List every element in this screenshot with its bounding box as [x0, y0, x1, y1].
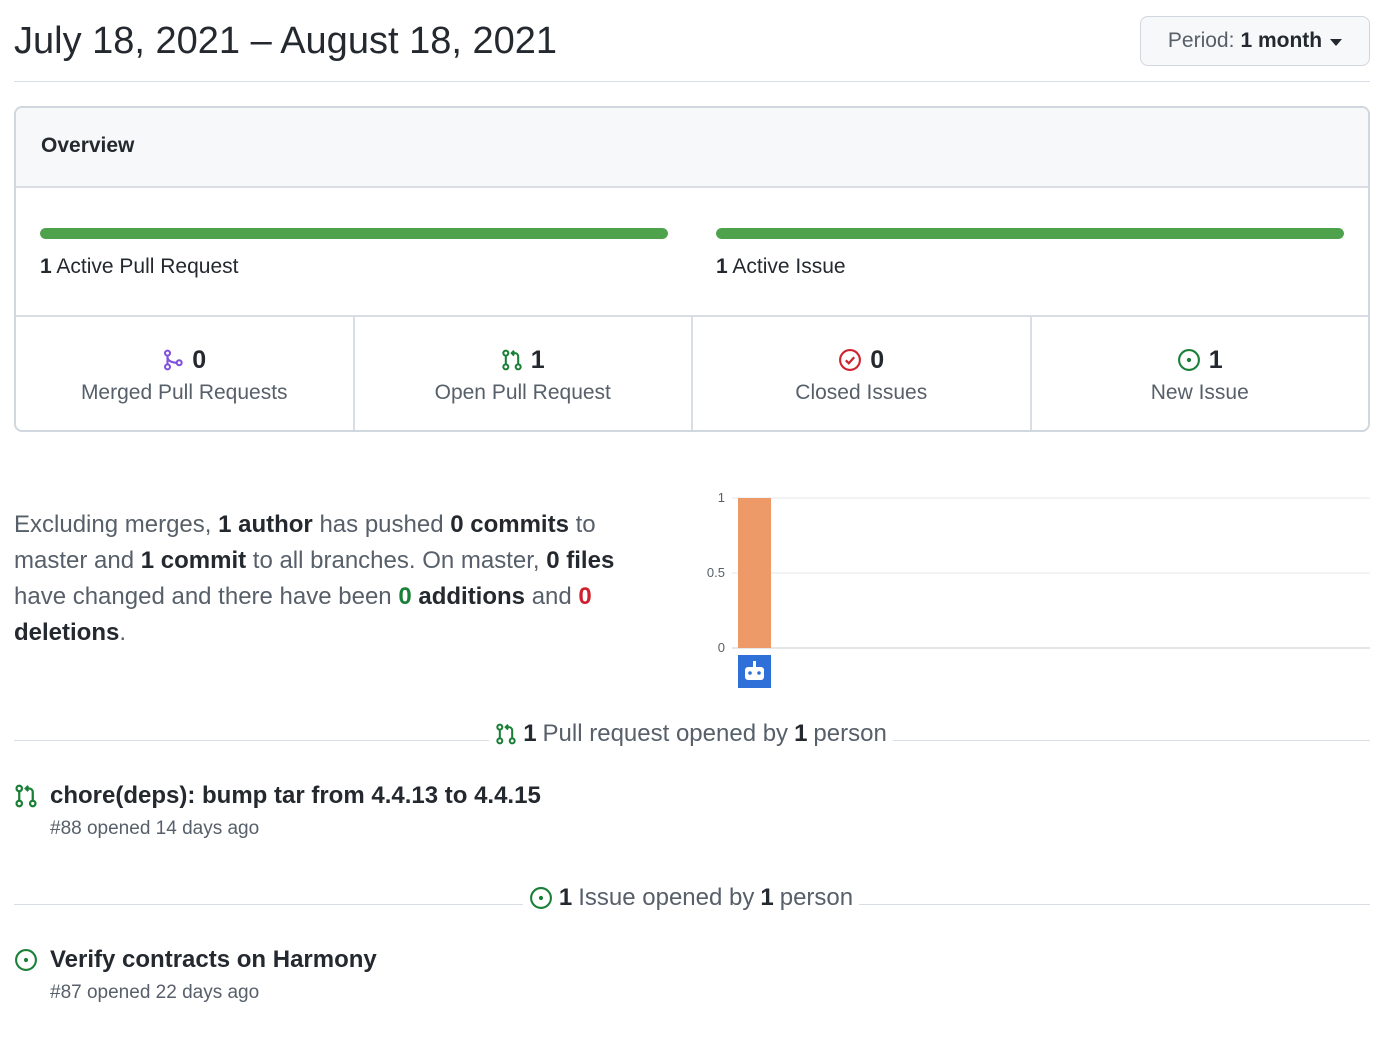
pr-heading-text: Pull request opened by — [542, 720, 789, 747]
pr-heading-people: 1 — [794, 720, 808, 747]
issue-heading-text: Issue opened by — [578, 884, 755, 911]
stat-closed-label: Closed Issues — [795, 381, 928, 404]
list-item: chore(deps): bump tar from 4.4.13 to 4.4… — [14, 782, 541, 840]
pr-heading-end: person — [813, 720, 887, 747]
active-pr-progress-fill — [40, 228, 668, 239]
summary-additions-word: additions — [411, 583, 526, 610]
summary-commits-all: 1 commit — [140, 547, 247, 574]
summary-files: 0 files — [546, 547, 615, 574]
issue-opened-icon — [1177, 349, 1200, 371]
stat-open-pr-label: Open Pull Request — [434, 381, 611, 404]
pr-item-meta: #88 opened 14 days ago — [50, 818, 260, 839]
active-issue-count: 1 — [716, 255, 728, 278]
summary-text-1: Excluding merges, — [14, 511, 219, 538]
summary-text-6: and — [525, 583, 579, 610]
issue-opened-icon — [15, 949, 37, 971]
commits-chart: 1 0.5 0 — [700, 487, 1370, 697]
merge-icon — [164, 349, 183, 371]
pr-heading-count: 1 — [523, 720, 537, 747]
stat-new-label: New Issue — [1150, 381, 1249, 404]
active-pr-count: 1 — [40, 255, 52, 278]
stat-merged-label: Merged Pull Requests — [80, 381, 288, 404]
active-issue-progress — [716, 228, 1344, 239]
pr-item-link[interactable]: chore(deps): bump tar from 4.4.13 to 4.4… — [14, 782, 541, 810]
page-header: July 18, 2021 – August 18, 2021 Period: … — [14, 0, 1370, 82]
bot-avatar-icon[interactable] — [738, 655, 771, 688]
summary-additions-count: 0 — [398, 583, 412, 610]
active-issue-block[interactable]: 1 Active Issue — [716, 228, 1344, 279]
summary-text-4: to all branches. On master, — [246, 547, 547, 574]
overview-title: Overview — [16, 108, 1368, 188]
pull-request-icon — [502, 349, 522, 371]
caret-down-icon — [1330, 38, 1343, 46]
issue-heading-people: 1 — [760, 884, 774, 911]
summary-deletions-word: deletions — [14, 619, 120, 646]
stat-new-issues[interactable]: 1 New Issue — [1032, 317, 1369, 430]
issue-heading-end: person — [779, 884, 854, 911]
chart-y-tick-label: 1 — [718, 490, 725, 505]
active-pr-label: 1 Active Pull Request — [40, 255, 668, 279]
issue-opened-icon — [529, 887, 552, 909]
issue-heading-count: 1 — [558, 884, 573, 911]
summary-deletions-count: 0 — [578, 583, 592, 610]
stat-merged-prs[interactable]: 0 Merged Pull Requests — [16, 317, 355, 430]
period-label: Period: — [1167, 29, 1235, 52]
pr-item-title: chore(deps): bump tar from 4.4.13 to 4.4… — [50, 782, 541, 809]
pull-request-icon — [496, 723, 516, 745]
stat-merged-count: 0 — [192, 345, 207, 374]
commit-summary: Excluding merges, 1 author has pushed 0 … — [14, 507, 664, 651]
issue-item-meta: #87 opened 22 days ago — [50, 982, 260, 1003]
date-range-title: July 18, 2021 – August 18, 2021 — [14, 20, 557, 62]
active-issue-text: Active Issue — [732, 255, 846, 278]
summary-text-7: . — [119, 619, 127, 646]
stat-closed-count: 0 — [870, 345, 885, 374]
overview-panel: Overview 1 Active Pull Request 1 Active … — [14, 106, 1370, 432]
overview-stats: 0 Merged Pull Requests 1 Open Pull Reque… — [16, 317, 1369, 430]
chart-y-tick-label: 0 — [718, 640, 725, 655]
overview-bars: 1 Active Pull Request 1 Active Issue — [16, 188, 1368, 317]
stat-open-pr-count: 1 — [530, 345, 545, 374]
chart-y-tick-label: 0.5 — [707, 565, 725, 580]
list-item: Verify contracts on Harmony #87 opened 2… — [14, 946, 377, 1004]
chart-bar[interactable] — [738, 498, 771, 648]
summary-commits-master: 0 commits — [450, 511, 569, 538]
pr-section-heading: 1 Pull request opened by 1 person — [0, 720, 1382, 752]
active-pr-progress — [40, 228, 668, 239]
summary-authors: 1 author — [218, 511, 313, 538]
active-pr-text: Active Pull Request — [56, 255, 239, 278]
issue-item-link[interactable]: Verify contracts on Harmony — [14, 946, 377, 974]
stat-closed-issues[interactable]: 0 Closed Issues — [693, 317, 1032, 430]
issue-section-heading: 1 Issue opened by 1 person — [0, 884, 1382, 917]
summary-text-2: has pushed — [312, 511, 451, 538]
active-issue-progress-fill — [716, 228, 1344, 239]
stat-new-count: 1 — [1208, 345, 1223, 374]
stat-open-prs[interactable]: 1 Open Pull Request — [355, 317, 693, 430]
period-value: 1 month — [1240, 29, 1323, 52]
active-pr-block[interactable]: 1 Active Pull Request — [40, 228, 668, 279]
commits-chart-svg: 10.50 — [707, 490, 1370, 688]
period-dropdown-button[interactable]: Period: 1 month — [1140, 16, 1370, 66]
summary-text-5: have changed and there have been — [14, 583, 399, 610]
issue-closed-icon — [839, 349, 862, 371]
active-issue-label: 1 Active Issue — [716, 255, 1344, 279]
summary-text-3: to master and — [14, 511, 596, 574]
issue-item-title: Verify contracts on Harmony — [50, 946, 377, 973]
pull-request-icon — [15, 784, 37, 808]
